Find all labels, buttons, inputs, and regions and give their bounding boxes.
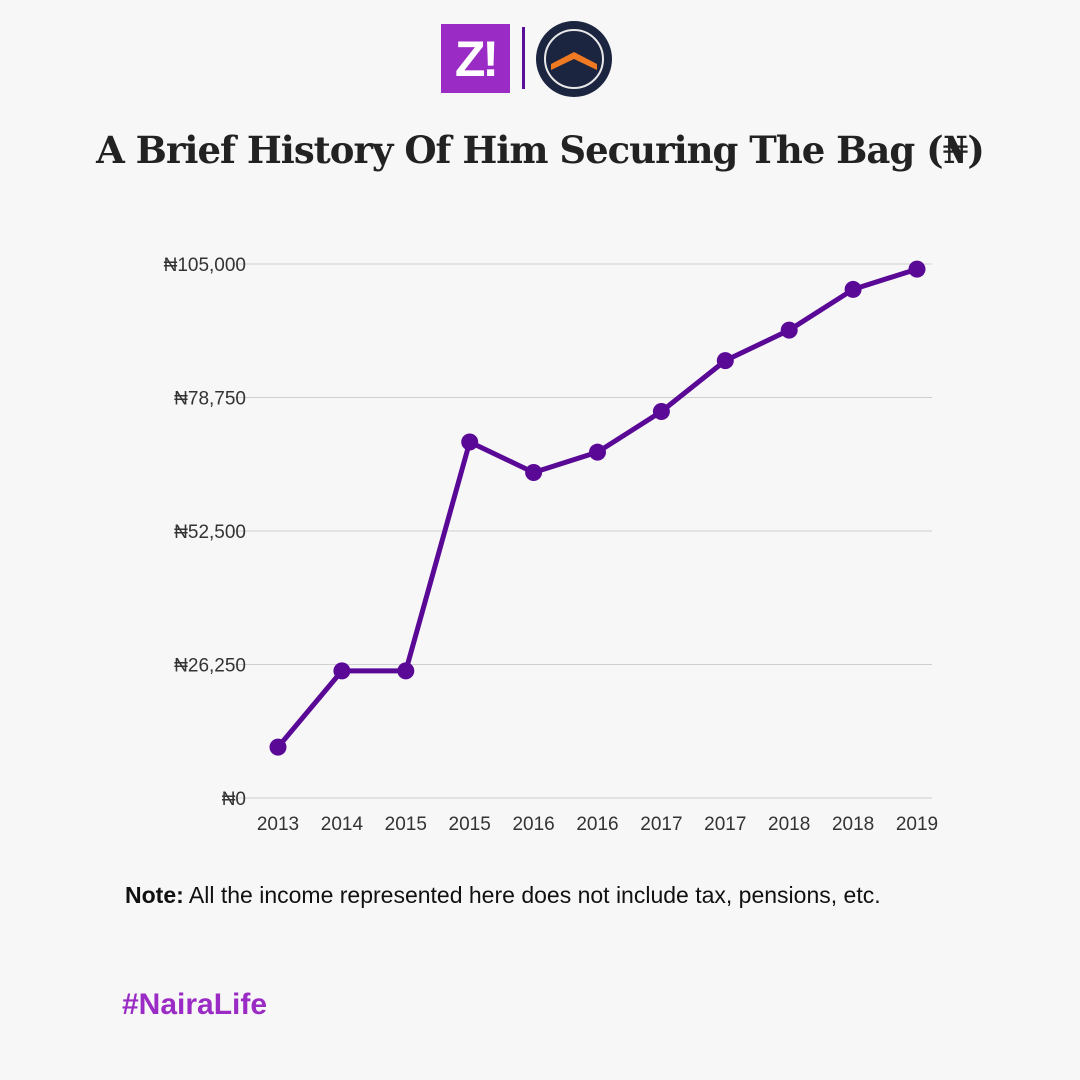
chart-title: A Brief History Of Him Securing The Bag … (96, 128, 985, 172)
x-tick-label: 2019 (896, 814, 938, 835)
x-tick-label: 2018 (832, 814, 874, 835)
x-tick-label: 2017 (704, 814, 746, 835)
data-point (716, 352, 734, 370)
data-point (525, 464, 543, 482)
x-tick-label: 2015 (385, 814, 427, 835)
data-point (908, 260, 926, 278)
data-point (397, 662, 415, 680)
y-tick-label: ₦26,250 (174, 656, 246, 677)
data-point (333, 662, 351, 680)
hashtag: #NairaLife (122, 988, 268, 1021)
data-point (589, 443, 606, 461)
y-tick-label: ₦105,000 (164, 255, 246, 276)
note-label: Note: (125, 882, 184, 908)
data-point (780, 321, 798, 339)
circle-roof-logo-icon (536, 21, 612, 97)
note: Note: All the income represented here do… (125, 878, 885, 912)
y-tick-label: ₦52,500 (174, 522, 246, 543)
data-point (461, 433, 479, 451)
data-point (844, 280, 862, 298)
x-tick-label: 2018 (768, 814, 810, 835)
x-tick-label: 2016 (512, 814, 554, 835)
zikoko-logo: Z! (441, 24, 510, 93)
note-text: All the income represented here does not… (183, 882, 881, 908)
x-tick-label: 2016 (576, 814, 618, 835)
x-tick-label: 2013 (257, 814, 299, 835)
y-tick-label: ₦0 (222, 789, 246, 810)
x-tick-label: 2015 (449, 814, 491, 835)
data-point (652, 402, 670, 420)
x-tick-label: 2017 (640, 814, 682, 835)
data-point (269, 738, 287, 756)
logo-divider (522, 27, 525, 89)
y-tick-label: ₦78,750 (174, 389, 246, 410)
series-line (276, 266, 918, 749)
x-tick-label: 2014 (321, 814, 364, 835)
